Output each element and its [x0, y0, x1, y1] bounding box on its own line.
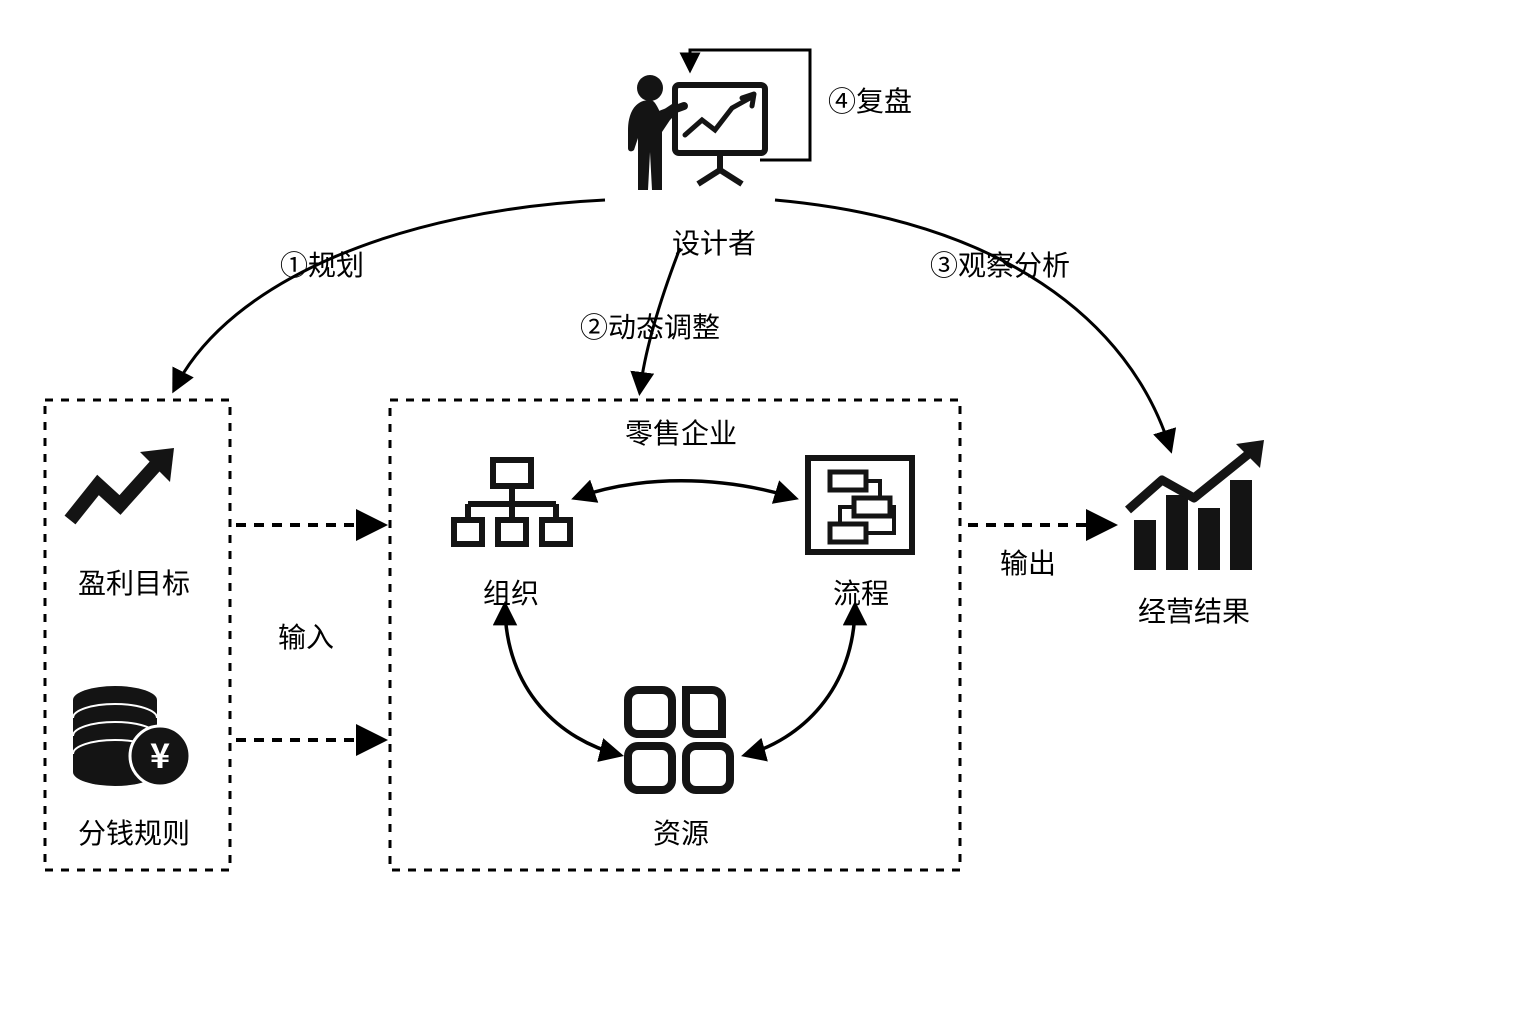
retail-title-label: 零售企业 [625, 412, 737, 452]
center-dashed-box [390, 400, 960, 870]
designer-label: 设计者 [672, 222, 756, 262]
money-rule-icon: ¥ [73, 686, 190, 786]
left-dashed-box [45, 400, 230, 870]
profit-target-icon [70, 448, 174, 520]
money-rule-label: 分钱规则 [78, 812, 190, 852]
resource-label: 资源 [653, 812, 709, 852]
edge-output-label: 输出 [1000, 542, 1056, 582]
edge-planning [175, 200, 605, 388]
designer-icon [628, 75, 765, 190]
edge-org-resource [505, 605, 620, 755]
organization-label: 组织 [483, 572, 539, 612]
edge-input-label: 输入 [278, 616, 334, 656]
diagram-canvas: ¥ [0, 0, 1514, 1022]
edge-planning-label: ①规划 [280, 244, 364, 284]
result-icon [1128, 440, 1264, 570]
edge-review-label: ④复盘 [828, 80, 912, 120]
process-label: 流程 [833, 572, 889, 612]
process-icon [808, 458, 912, 552]
edge-observe-label: ③观察分析 [930, 244, 1070, 284]
edge-org-process [575, 481, 795, 498]
profit-target-label: 盈利目标 [78, 562, 190, 602]
organization-icon [454, 460, 570, 544]
result-label: 经营结果 [1138, 590, 1250, 630]
edge-adjust-label: ②动态调整 [580, 306, 720, 346]
resource-icon [628, 690, 730, 790]
svg-text:¥: ¥ [150, 729, 170, 778]
edge-observe [775, 200, 1170, 448]
edge-process-resource [745, 605, 855, 755]
